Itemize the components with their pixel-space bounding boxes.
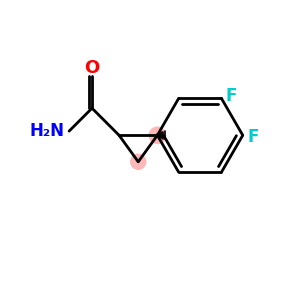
Text: O: O <box>84 59 100 77</box>
Circle shape <box>130 154 146 170</box>
Text: F: F <box>247 128 259 146</box>
Text: H₂N: H₂N <box>30 122 65 140</box>
Circle shape <box>148 126 166 144</box>
Text: F: F <box>226 87 237 105</box>
